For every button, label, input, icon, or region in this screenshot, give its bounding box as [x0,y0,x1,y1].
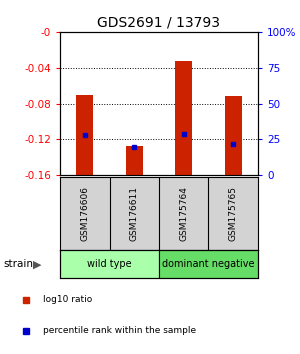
Text: strain: strain [3,259,33,269]
Text: percentile rank within the sample: percentile rank within the sample [43,326,196,335]
Text: wild type: wild type [87,259,132,269]
Text: dominant negative: dominant negative [162,259,255,269]
Text: GSM175764: GSM175764 [179,186,188,241]
Text: log10 ratio: log10 ratio [43,295,92,304]
Title: GDS2691 / 13793: GDS2691 / 13793 [98,15,220,29]
Bar [76,95,93,175]
Bar [126,145,143,175]
Text: GSM176611: GSM176611 [130,186,139,241]
Bar [60,250,159,278]
Bar [225,96,242,175]
Text: GSM175765: GSM175765 [229,186,238,241]
Bar [175,61,192,175]
Bar [159,250,258,278]
Text: GSM176606: GSM176606 [80,186,89,241]
Text: ▶: ▶ [33,260,42,270]
